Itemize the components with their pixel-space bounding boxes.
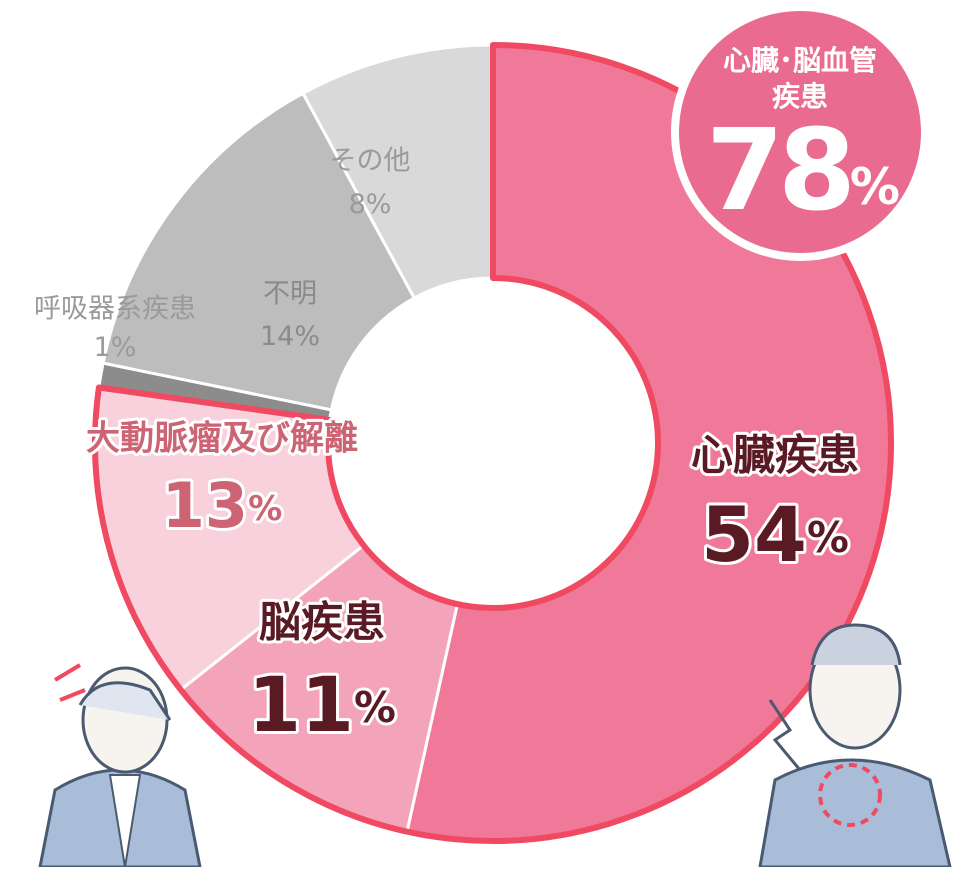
segment-label: 呼吸器系疾患 (34, 294, 196, 325)
segment-value: 11% (248, 660, 396, 749)
value-number: 8 (349, 189, 366, 220)
badge (671, 3, 929, 261)
value-unit: % (807, 513, 849, 562)
badge-label: 心臓･脳血管 (723, 44, 877, 77)
badge-label: 疾患 (772, 80, 828, 113)
badge-unit: % (850, 158, 899, 216)
segment-value: 1% (94, 332, 137, 363)
value-unit: % (366, 189, 392, 220)
value-number: 14 (260, 321, 294, 352)
value-unit: % (294, 321, 320, 352)
illustrations (38, 623, 952, 869)
person-left (38, 663, 202, 869)
segment-label: その他 (330, 146, 411, 177)
value-number: 11 (248, 660, 354, 749)
segment-value: 54% (701, 490, 849, 579)
value-unit: % (248, 489, 282, 529)
segment-label: 心臓疾患 (691, 431, 859, 480)
value-number: 1 (94, 332, 111, 363)
badge-number: 78 (706, 106, 850, 236)
labels: 心臓疾患 54% 脳疾患 11% 大動脈瘤及び解離 13% 呼吸器系疾患 1% 不明 14% その他… (34, 146, 862, 753)
segment-value: 14% (260, 321, 320, 352)
segment-label: 脳疾患 (259, 598, 385, 647)
group-outline (92, 42, 894, 844)
segment-label: 大動脈瘤及び解離 (86, 419, 358, 459)
value-unit: % (111, 332, 137, 363)
value-number: 54 (701, 490, 807, 579)
value-number: 13 (162, 469, 248, 542)
person-right (758, 623, 952, 869)
donut-segment (101, 91, 417, 412)
segment-value: 13% (162, 469, 282, 542)
segment-value: 8% (349, 189, 392, 220)
segment-label: 不明 (263, 279, 317, 310)
value-unit: % (354, 683, 396, 732)
